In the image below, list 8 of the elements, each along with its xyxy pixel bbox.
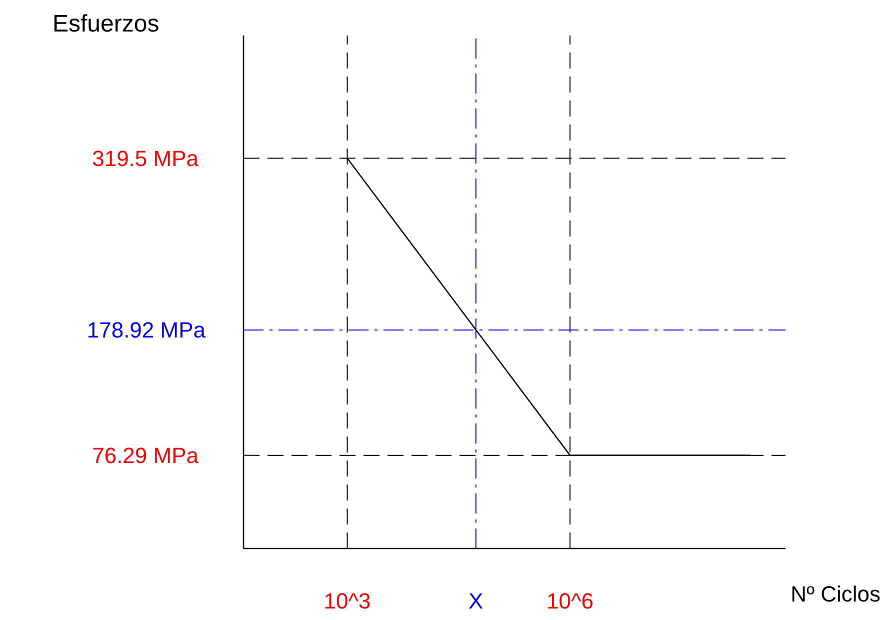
y-tick-label: 76.29 MPa — [92, 442, 200, 468]
x-tick-label: 10^3 — [324, 588, 371, 614]
ref-line-label: X — [468, 588, 484, 614]
y-axis-title: Esfuerzos — [52, 10, 160, 38]
x-axis-title: Nº Ciclos — [790, 582, 881, 606]
x-tick-label: 10^6 — [546, 588, 594, 614]
y-tick-label: 319.5 MPa — [92, 146, 200, 171]
ref-line-label: 178.92 MPa — [86, 317, 206, 342]
